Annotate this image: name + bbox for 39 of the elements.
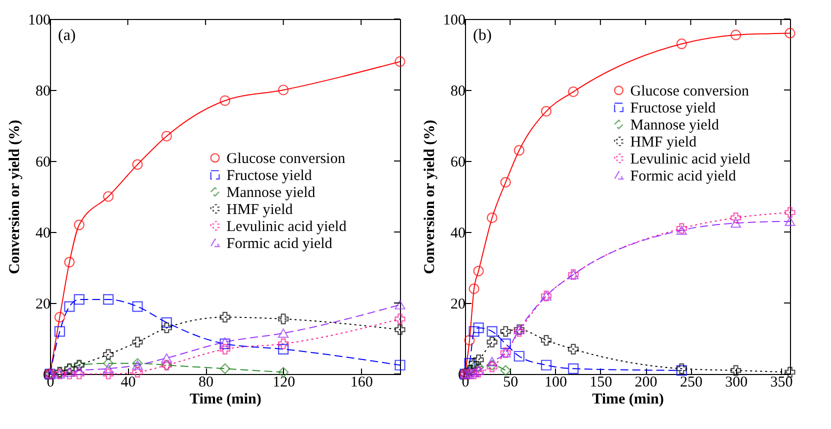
x-axis-title: Time (min) bbox=[190, 392, 262, 408]
legend-label: Levulinic acid yield bbox=[226, 218, 347, 235]
x-tick-label: 100 bbox=[544, 374, 568, 390]
y-tick-label: 80 bbox=[450, 84, 466, 100]
legend-label: Mannose yield bbox=[630, 117, 720, 134]
x-tick-label: 80 bbox=[198, 374, 214, 390]
y-tick-label: 40 bbox=[450, 226, 466, 242]
x-tick-label: 300 bbox=[725, 374, 748, 390]
x-tick-label: 350 bbox=[770, 374, 793, 390]
legend-label: Fructose yield bbox=[630, 100, 716, 116]
x-tick-label: 200 bbox=[634, 374, 658, 390]
legend-label: Fructose yield bbox=[226, 168, 312, 184]
x-tick-label: 40 bbox=[120, 374, 136, 390]
y-tick-label: 80 bbox=[36, 84, 50, 100]
legend-label: Glucose conversion bbox=[226, 150, 346, 167]
y-axis-title: Conversion or yield (%) bbox=[7, 120, 23, 274]
x-tick-label: 250 bbox=[680, 374, 702, 390]
annotation: (b) bbox=[473, 27, 492, 44]
y-tick-label: 60 bbox=[450, 154, 466, 170]
legend-label: HMF yield bbox=[630, 134, 698, 150]
x-tick-label: 160 bbox=[350, 374, 373, 390]
y-tick-label: 100 bbox=[443, 12, 466, 28]
y-tick-label: 20 bbox=[36, 296, 50, 312]
x-tick-label: 120 bbox=[272, 374, 296, 390]
legend-label: Glucose conversion bbox=[630, 83, 750, 100]
legend-label: HMF yield bbox=[226, 202, 294, 218]
legend-label: Formic acid yield bbox=[630, 168, 737, 184]
legend-label: Levulinic acid yield bbox=[630, 151, 751, 168]
y-tick-label: 60 bbox=[36, 154, 50, 170]
y-tick-label: 20 bbox=[450, 296, 466, 312]
legend-label: Formic acid yield bbox=[226, 236, 333, 252]
annotation: (a) bbox=[58, 27, 76, 44]
x-tick-label: 50 bbox=[503, 374, 518, 390]
y-axis-title: Conversion or yield (%) bbox=[422, 120, 438, 274]
legend-label: Mannose yield bbox=[226, 184, 316, 201]
x-axis-title: Time (min) bbox=[592, 392, 664, 408]
y-tick-label: 40 bbox=[36, 226, 50, 242]
y-tick-label: 100 bbox=[28, 12, 50, 28]
x-tick-label: 150 bbox=[590, 374, 612, 390]
